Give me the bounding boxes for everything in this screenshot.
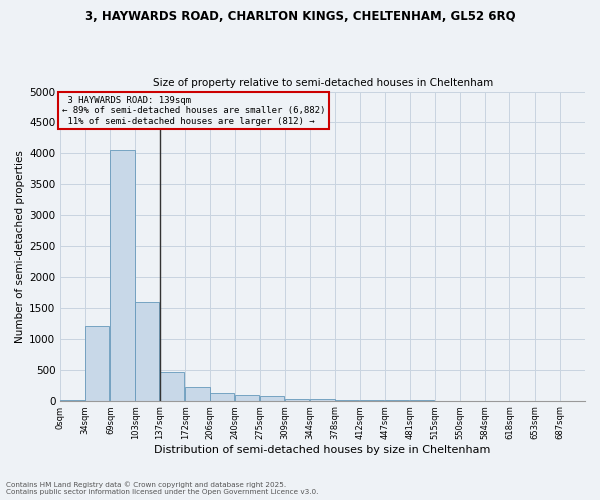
Title: Size of property relative to semi-detached houses in Cheltenham: Size of property relative to semi-detach… xyxy=(152,78,493,88)
Text: 3 HAYWARDS ROAD: 139sqm
← 89% of semi-detached houses are smaller (6,882)
 11% o: 3 HAYWARDS ROAD: 139sqm ← 89% of semi-de… xyxy=(62,96,325,126)
Y-axis label: Number of semi-detached properties: Number of semi-detached properties xyxy=(15,150,25,342)
Bar xyxy=(135,302,160,400)
Bar xyxy=(235,396,259,400)
Text: 3, HAYWARDS ROAD, CHARLTON KINGS, CHELTENHAM, GL52 6RQ: 3, HAYWARDS ROAD, CHARLTON KINGS, CHELTE… xyxy=(85,10,515,23)
X-axis label: Distribution of semi-detached houses by size in Cheltenham: Distribution of semi-detached houses by … xyxy=(154,445,491,455)
Bar xyxy=(160,372,184,400)
Text: Contains HM Land Registry data © Crown copyright and database right 2025.
Contai: Contains HM Land Registry data © Crown c… xyxy=(6,482,319,495)
Bar xyxy=(210,392,235,400)
Bar xyxy=(285,398,309,400)
Bar xyxy=(85,326,109,400)
Bar xyxy=(185,387,209,400)
Bar xyxy=(260,396,284,400)
Bar xyxy=(110,150,135,400)
